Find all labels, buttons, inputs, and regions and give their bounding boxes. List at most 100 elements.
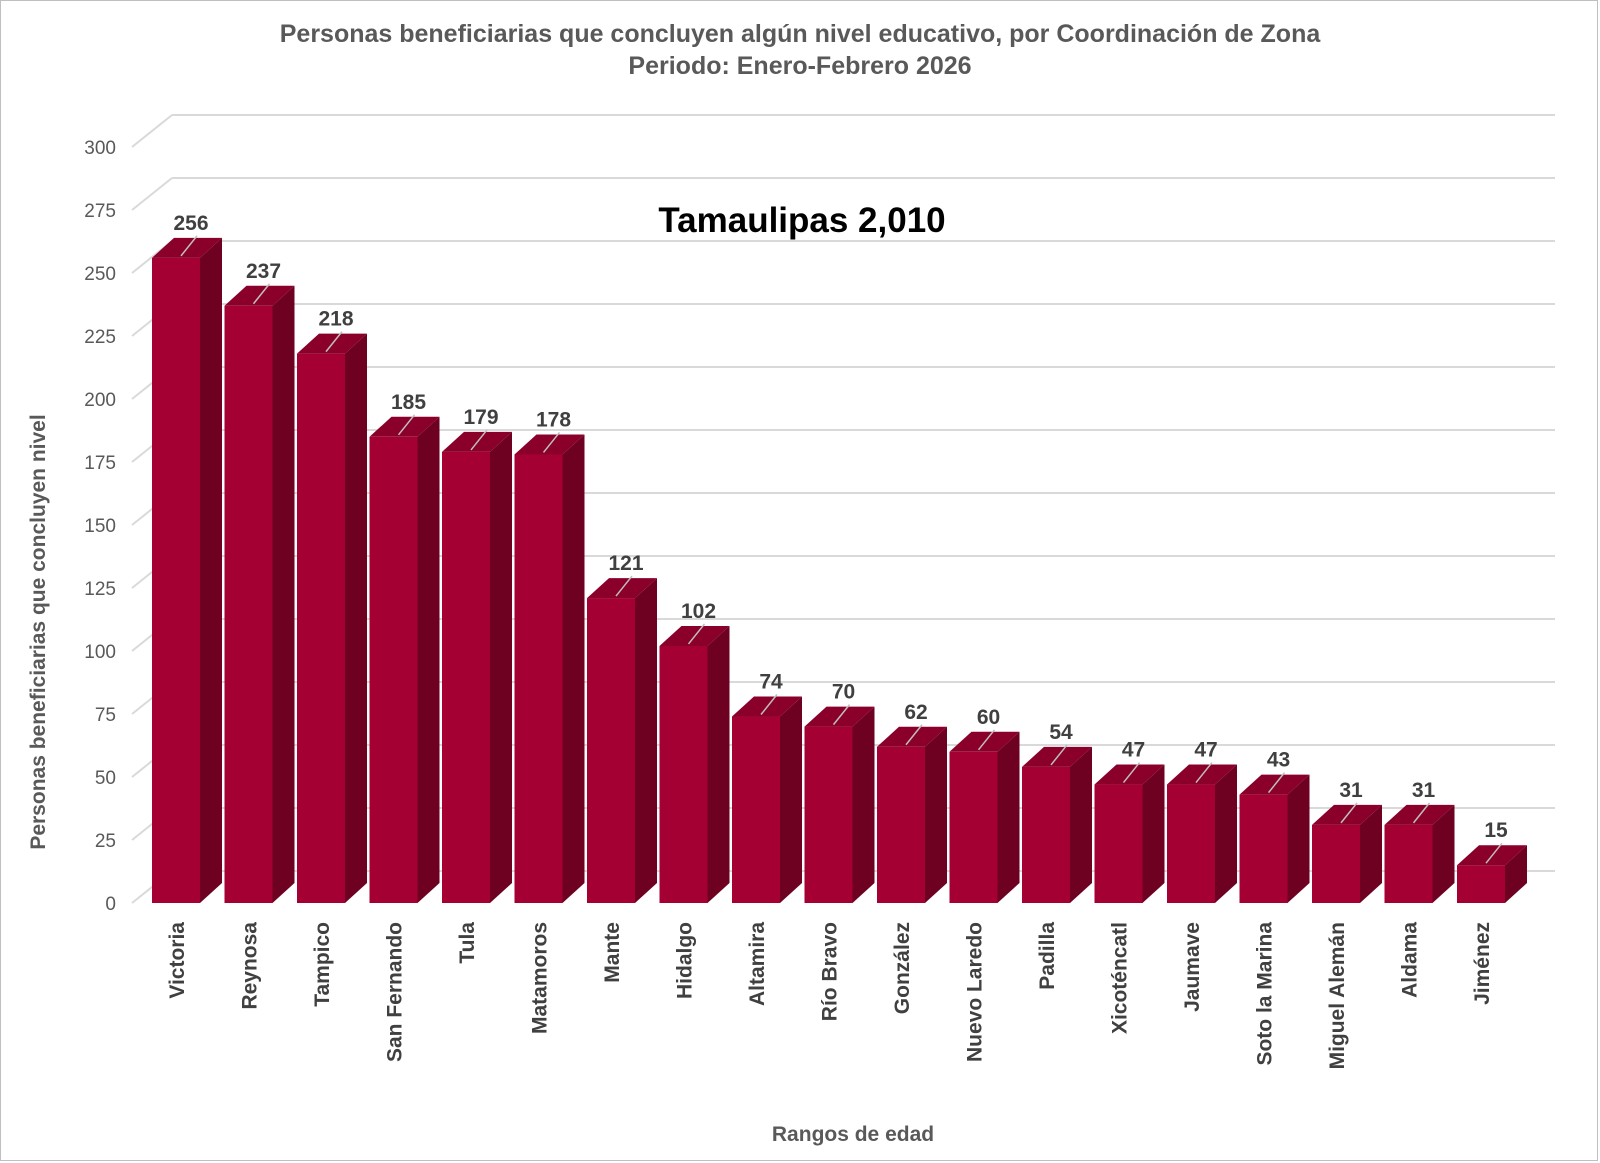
value-leader-line [397, 414, 416, 436]
y-tick-label: 175 [84, 453, 116, 474]
value-labels: 256 237 218 185 179 178 121 102 74 70 62 60 54 47 47 43… [173, 212, 1508, 864]
category-label: San Fernando [384, 922, 407, 1062]
bar [224, 285, 295, 903]
value-label: 185 [391, 391, 426, 414]
value-leader-line [1050, 744, 1068, 766]
value-leader-line [1195, 762, 1213, 784]
bar-side [1215, 764, 1237, 903]
value-leader-line [905, 724, 923, 746]
bar-side [852, 706, 875, 903]
y-tick-label: 150 [84, 516, 116, 537]
bar [514, 434, 585, 903]
category-label: Nuevo Laredo [964, 922, 987, 1062]
category-label: Victoria [166, 922, 189, 999]
value-label: 179 [463, 406, 498, 429]
bar-side [272, 285, 295, 903]
bar-side [417, 416, 440, 903]
value-label: 74 [759, 671, 783, 694]
bar [877, 726, 947, 903]
category-label: Aldama [1399, 922, 1422, 998]
y-tick-label: 300 [84, 138, 116, 159]
value-leader-line [542, 431, 561, 453]
value-label: 178 [536, 408, 571, 431]
bar-front [1239, 794, 1288, 903]
value-label: 218 [318, 308, 353, 331]
value-leader-line [470, 429, 488, 451]
bar-side [200, 237, 222, 903]
chart-subtitle: Periodo: Enero-Febrero 2026 [628, 52, 972, 80]
value-leader-line [1412, 802, 1431, 824]
value-label: 43 [1267, 749, 1290, 772]
value-label: 60 [977, 706, 1000, 729]
value-label: 47 [1122, 739, 1145, 762]
bar-side [1505, 845, 1527, 903]
y-tick-label: 25 [95, 831, 116, 852]
category-label: Xicoténcatl [1109, 922, 1132, 1034]
y-tick-label: 75 [95, 705, 116, 726]
x-axis-ticks: Victoria Reynosa Tampico San Fernando Tula Ma… [166, 922, 1494, 1070]
bar [1239, 774, 1310, 903]
bar-front [1022, 766, 1070, 903]
bar-front [1384, 824, 1433, 903]
bar-side [635, 578, 657, 903]
bar-front [1167, 784, 1215, 903]
category-label: Hidalgo [674, 922, 697, 999]
value-leader-line [1340, 802, 1358, 824]
bar-front [297, 353, 345, 903]
value-label: 15 [1484, 819, 1508, 842]
y-tick-label: 0 [105, 894, 116, 915]
value-leader-line [615, 575, 633, 597]
category-label: Altamira [746, 922, 769, 1006]
bar [587, 578, 657, 903]
bar-front [587, 598, 635, 903]
value-leader-line [1267, 772, 1286, 794]
y-tick-label: 100 [84, 642, 116, 663]
bar-front [1312, 824, 1360, 903]
bar-front [514, 454, 563, 903]
bar-front [877, 746, 925, 903]
bar [1312, 804, 1382, 903]
bar-side [1142, 764, 1165, 903]
value-label: 47 [1194, 739, 1217, 762]
y-axis-title: Personas beneficiarias que concluyen niv… [27, 414, 50, 849]
category-label: Tampico [311, 922, 334, 1007]
value-leader-line [1485, 842, 1503, 864]
category-label: Jiménez [1471, 922, 1494, 1005]
x-axis-title: Rangos de edad [772, 1123, 934, 1146]
category-label: Miguel Alemán [1326, 922, 1349, 1069]
bar-side [345, 333, 367, 903]
value-leader-line [687, 623, 706, 645]
bar-side [1360, 804, 1382, 903]
bar [804, 706, 875, 903]
bar [659, 625, 730, 903]
bar-side [997, 731, 1020, 903]
bar [442, 431, 512, 903]
value-label: 102 [681, 600, 716, 623]
value-leader-line [325, 331, 343, 353]
bar-side [925, 726, 947, 903]
bar [369, 416, 440, 903]
value-leader-line [1122, 762, 1141, 784]
bar-front [369, 436, 418, 903]
bar-side [490, 431, 512, 903]
bar [1094, 764, 1165, 903]
bar [949, 731, 1020, 903]
value-leader-line [180, 235, 198, 257]
value-leader-line [977, 729, 996, 751]
total-annotation: Tamaulipas 2,010 [658, 201, 945, 240]
y-axis-ticks: 0 25 50 75 100 125 150 175 200 225 250 275 300 [84, 138, 116, 915]
bar-side [1432, 804, 1455, 903]
bar [1384, 804, 1455, 903]
category-label: Mante [601, 922, 624, 983]
category-label: Río Bravo [819, 922, 842, 1021]
value-label: 54 [1049, 721, 1073, 744]
category-label: Soto la Marina [1254, 922, 1277, 1066]
bar-front [732, 716, 780, 903]
bar [1457, 845, 1527, 903]
chart-title: Personas beneficiarias que concluyen alg… [279, 20, 1321, 48]
gridline-depth [131, 114, 173, 148]
value-label: 70 [832, 681, 855, 704]
bar-side [780, 696, 802, 903]
bar-front [659, 645, 708, 903]
y-tick-label: 125 [84, 579, 116, 600]
